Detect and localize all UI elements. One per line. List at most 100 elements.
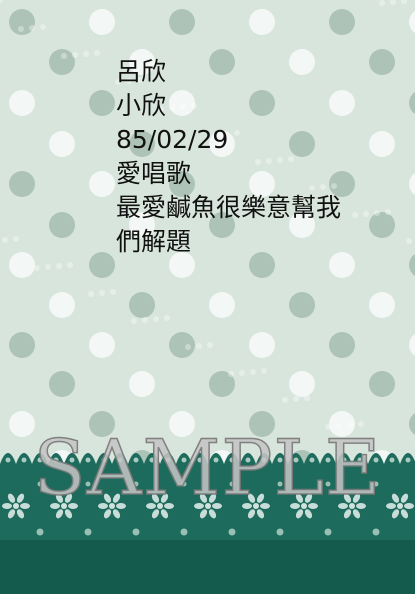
polka-dot (9, 171, 35, 197)
polka-dot (249, 411, 275, 437)
lace-petal (103, 493, 112, 503)
polka-dot (9, 9, 35, 35)
lace-dot (372, 528, 380, 536)
lace-hole (85, 457, 91, 463)
speckle (336, 423, 342, 429)
sample-watermark: SAMPLE (33, 422, 382, 513)
lace-hole (229, 457, 235, 463)
polka-dot (329, 171, 355, 197)
polka-dot (329, 252, 355, 278)
profile-text: 呂欣 小欣 85/02/29 愛唱歌 最愛鹹魚很樂意幫我 們解題 (116, 55, 341, 259)
lace-petal (116, 503, 126, 509)
lace-petal (400, 493, 409, 503)
speckle (325, 424, 331, 430)
lace-hole (405, 457, 411, 463)
lace-petal (308, 503, 318, 509)
speckle (385, 209, 391, 215)
polka-dot (129, 292, 155, 318)
speckle (40, 24, 46, 30)
lace-petal (352, 509, 361, 519)
lace-flower-center (301, 503, 307, 509)
lace-petal (160, 493, 169, 503)
polka-dot (209, 371, 235, 397)
lace-hole (69, 457, 75, 463)
polka-dot (49, 371, 75, 397)
name-line: 呂欣 (116, 57, 167, 86)
polka-dot (289, 49, 315, 75)
lace-dot (85, 481, 91, 487)
speckle (191, 103, 197, 109)
polka-dot (289, 131, 315, 157)
lace-petal (400, 509, 409, 519)
polka-dot (369, 292, 395, 318)
polka-dot (369, 131, 395, 157)
speckle (99, 290, 105, 296)
polka-dot (9, 332, 35, 358)
lace-petal (68, 503, 78, 509)
polka-dot (209, 131, 235, 157)
polka-dot (289, 212, 315, 238)
speckle (88, 291, 94, 297)
polka-dot (409, 92, 415, 114)
speckle (158, 106, 164, 112)
lace-petal (7, 493, 16, 503)
lace-petal (247, 493, 256, 503)
polka-dot (249, 90, 275, 116)
speckle (390, 0, 396, 5)
bottom-edge (0, 594, 415, 600)
lace-petal (64, 493, 73, 503)
lace-petal (98, 503, 108, 509)
lace-petal (2, 503, 12, 509)
polka-dot (209, 212, 235, 238)
speckle (29, 25, 35, 31)
polka-dot (209, 292, 235, 318)
lace-hole (165, 457, 171, 463)
polka-dot (369, 212, 395, 238)
polka-dot (49, 212, 75, 238)
lace-hole (389, 457, 395, 463)
lace-petal (256, 509, 265, 519)
lace-dot (36, 528, 44, 536)
speckle (282, 397, 288, 403)
lace-petal (164, 503, 174, 509)
lace-petal (404, 503, 414, 509)
lace-dot (37, 481, 43, 487)
speckle (110, 289, 116, 295)
speckle (223, 131, 229, 137)
speckle (180, 104, 186, 110)
lace-hole (373, 457, 379, 463)
lace-petal (247, 509, 256, 519)
lace-hole (53, 457, 59, 463)
polka-dot (369, 371, 395, 397)
speckle (185, 344, 191, 350)
lace-petal (50, 503, 60, 509)
speckle (331, 183, 337, 189)
speckle (212, 132, 218, 138)
lace-lower-band (0, 540, 415, 600)
speckle (347, 422, 353, 428)
speckle (83, 51, 89, 57)
polka-dot (409, 334, 415, 356)
speckle (304, 395, 310, 401)
lace-petal (146, 503, 156, 509)
lace-dot (277, 481, 283, 487)
lace-dot (276, 528, 284, 536)
polka-dot (369, 49, 395, 75)
speckle (56, 263, 62, 269)
speckle (0, 0, 3, 3)
lace-petal (343, 493, 352, 503)
lace-petal (212, 503, 222, 509)
speckle (196, 343, 202, 349)
speckle (153, 316, 159, 322)
speckle (261, 368, 267, 374)
speckle (320, 184, 326, 190)
lace-flower-center (349, 503, 355, 509)
polka-dot (409, 254, 415, 276)
nickname-line: 小欣 (116, 91, 167, 120)
polka-dot (49, 131, 75, 157)
lace-hole (5, 457, 11, 463)
polka-dot (329, 9, 355, 35)
speckle (137, 77, 143, 83)
polka-dot (249, 171, 275, 197)
